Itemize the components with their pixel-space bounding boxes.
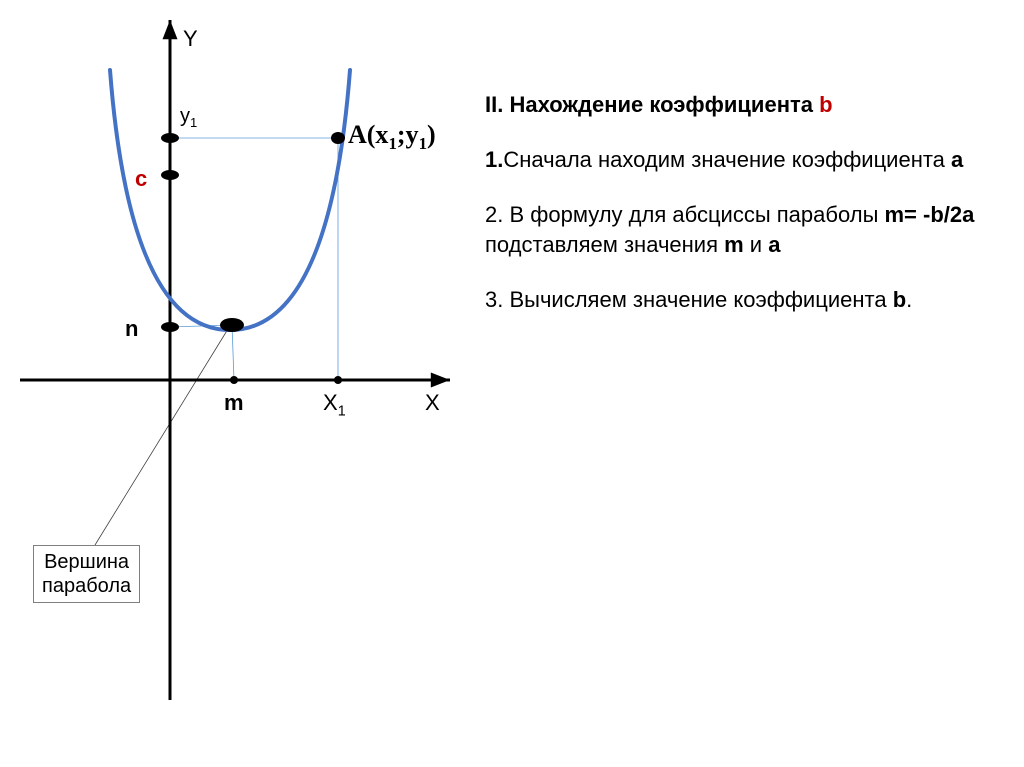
y-axis-label: Y (183, 26, 198, 52)
n-label: n (125, 316, 138, 342)
x-axis-label: X (425, 390, 440, 416)
m-label: m (224, 390, 244, 416)
c-label: c (135, 166, 147, 192)
step-3: 3. Вычисляем значение коэффициента b. (485, 285, 995, 316)
step-2: 2. В формулу для абсциссы параболы m= -b… (485, 200, 995, 262)
x1-label: X1 (323, 390, 346, 419)
graph-area: Y X y1 c n m X1 A(x1;у1) Вершина парабол… (0, 0, 500, 767)
vertex-box-line2: парабола (42, 575, 131, 597)
vertex-callout-box: Вершина парабола (33, 545, 140, 603)
y1-label: y1 (180, 105, 197, 130)
graph-svg (0, 0, 500, 767)
vertex-box-line1: Вершина (44, 551, 129, 573)
page-container: Y X y1 c n m X1 A(x1;у1) Вершина парабол… (0, 0, 1024, 767)
title: II. Нахождение коэффициента b (485, 90, 995, 121)
step-1: 1.Сначала находим значение коэффициента … (485, 145, 995, 176)
text-area: II. Нахождение коэффициента b 1.Сначала … (485, 90, 995, 340)
point-A-label: A(x1;у1) (348, 120, 436, 154)
